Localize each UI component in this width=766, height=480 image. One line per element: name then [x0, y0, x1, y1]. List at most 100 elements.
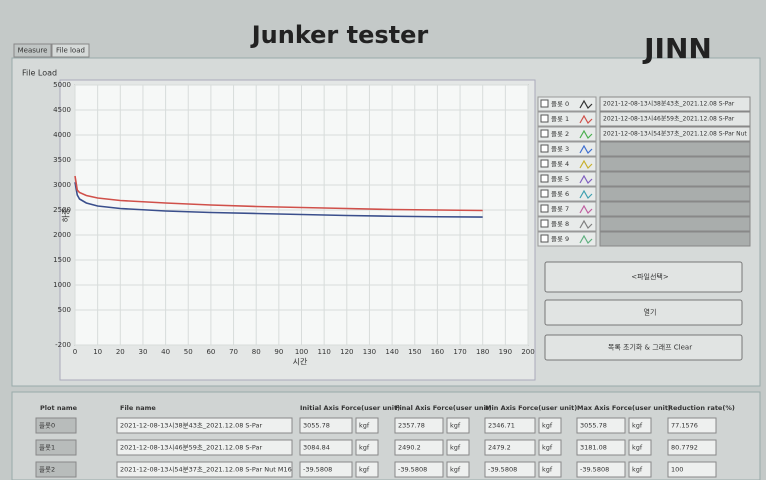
x-tick-label: 150 — [408, 348, 421, 356]
unit-text: kgf — [632, 422, 643, 430]
y-tick-label: 4000 — [53, 131, 71, 139]
checkbox[interactable] — [541, 145, 548, 152]
table-cell-text: 100 — [671, 466, 683, 474]
table-cell-text: 2021-12-08-13시46분59초_2021.12.08 S-Par — [120, 444, 262, 452]
checkbox[interactable] — [541, 235, 548, 242]
plot-name[interactable]: 플롯 6 — [551, 190, 569, 198]
checkbox[interactable] — [541, 190, 548, 197]
x-tick-label: 200 — [521, 348, 534, 356]
x-tick-label: 180 — [476, 348, 489, 356]
table-cell-text: 2346.71 — [488, 422, 515, 430]
x-tick-label: 170 — [453, 348, 466, 356]
checkbox[interactable] — [541, 205, 548, 212]
y-tick-label: 4500 — [53, 106, 71, 114]
plot-name[interactable]: 플롯 4 — [551, 160, 569, 168]
table-cell-text: 플롯2 — [39, 466, 55, 474]
y-tick-label: 500 — [58, 306, 71, 314]
unit-text: kgf — [542, 444, 553, 452]
checkbox[interactable] — [541, 115, 548, 122]
y-tick-label: 5000 — [53, 81, 71, 89]
checkbox[interactable] — [541, 160, 548, 167]
file-slot — [600, 232, 750, 246]
x-tick-label: 50 — [184, 348, 193, 356]
file-name: 2021-12-08-13시38분43초_2021.12.08 S-Par — [603, 101, 735, 108]
chart-title: File Load — [22, 69, 57, 78]
page: Junker tester JINN File Load 시간 하중 Measu… — [0, 0, 766, 480]
file-slot — [600, 172, 750, 186]
x-tick-label: 140 — [385, 348, 398, 356]
y-tick-label: 2500 — [53, 206, 71, 214]
plot-name[interactable]: 플롯 2 — [551, 130, 569, 138]
table-header: Max Axis Force(user unit) — [577, 404, 671, 412]
table-cell-text: -39.5808 — [580, 466, 609, 474]
table-cell-text: 2021-12-08-13시54분37초_2021.12.08 S-Par Nu… — [120, 466, 292, 474]
unit-text: kgf — [450, 466, 461, 474]
x-tick-label: 60 — [206, 348, 215, 356]
plot-name[interactable]: 플롯 7 — [551, 205, 569, 213]
table-header: Final Axis Force(user unit) — [395, 404, 492, 412]
x-tick-label: 40 — [161, 348, 170, 356]
file-slot — [600, 187, 750, 201]
button-label[interactable]: 열기 — [644, 308, 657, 317]
unit-text: kgf — [450, 444, 461, 452]
plot-name[interactable]: 플롯 1 — [551, 115, 569, 123]
x-tick-label: 80 — [252, 348, 261, 356]
table-header: File name — [120, 404, 156, 412]
table-cell-text: 3055.78 — [303, 422, 330, 430]
x-tick-label: 190 — [499, 348, 512, 356]
x-tick-label: 30 — [138, 348, 147, 356]
y-tick-label: 1000 — [53, 281, 71, 289]
plot-name[interactable]: 플롯 3 — [551, 145, 569, 153]
y-tick-label: 3500 — [53, 156, 71, 164]
screen: Junker tester JINN File Load 시간 하중 Measu… — [0, 0, 766, 480]
table-cell-text: 3181.08 — [580, 444, 607, 452]
table-cell-text: 3055.78 — [580, 422, 607, 430]
x-tick-label: 120 — [340, 348, 353, 356]
plot-name[interactable]: 플롯 0 — [551, 100, 569, 108]
checkbox[interactable] — [541, 130, 548, 137]
table-header: Min Axis Force(user unit) — [485, 404, 577, 412]
table-cell-text: 플롯0 — [39, 422, 55, 430]
file-name: 2021-12-08-13시54분37초_2021.12.08 S-Par Nu… — [603, 131, 747, 138]
x-axis-label: 시간 — [293, 357, 308, 367]
unit-text: kgf — [632, 444, 643, 452]
file-slot — [600, 217, 750, 231]
table-cell-text: -39.5808 — [398, 466, 427, 474]
x-tick-label: 160 — [431, 348, 444, 356]
unit-text: kgf — [450, 422, 461, 430]
unit-text: kgf — [359, 466, 370, 474]
checkbox[interactable] — [541, 220, 548, 227]
unit-text: kgf — [542, 422, 553, 430]
unit-text: kgf — [359, 422, 370, 430]
table-header: Reduction rate(%) — [668, 404, 735, 412]
button-label[interactable]: 목록 초기화 & 그래프 Clear — [608, 343, 692, 352]
checkbox[interactable] — [541, 175, 548, 182]
plot-name[interactable]: 플롯 9 — [551, 235, 569, 243]
checkbox[interactable] — [541, 100, 548, 107]
table-cell-text: 77.1576 — [671, 422, 698, 430]
tab-label[interactable]: File load — [56, 47, 85, 55]
table-cell-text: 2479.2 — [488, 444, 511, 452]
table-cell-text: 2490.2 — [398, 444, 421, 452]
plot-name[interactable]: 플롯 5 — [551, 175, 569, 183]
logo: JINN — [642, 32, 712, 65]
unit-text: kgf — [542, 466, 553, 474]
table-cell-text: 플롯1 — [39, 444, 55, 452]
x-tick-label: 70 — [229, 348, 238, 356]
file-slot — [600, 157, 750, 171]
file-name: 2021-12-08-13시46분59초_2021.12.08 S-Par — [603, 116, 735, 123]
x-tick-label: 130 — [363, 348, 376, 356]
table-cell-text: -39.5808 — [303, 466, 332, 474]
tab-label[interactable]: Measure — [18, 47, 48, 55]
table-cell-text: 2021-12-08-13시38분43초_2021.12.08 S-Par — [120, 422, 262, 430]
table-cell-text: 3084.84 — [303, 444, 330, 452]
y-tick-label: 2000 — [53, 231, 71, 239]
y-tick-label: 3000 — [53, 181, 71, 189]
table-cell-text: 80.7792 — [671, 444, 698, 452]
button-label[interactable]: <파일선택> — [631, 272, 669, 281]
y-tick-label: 1500 — [53, 256, 71, 264]
y-tick-label: -200 — [55, 341, 71, 349]
file-slot — [600, 202, 750, 216]
plot-name[interactable]: 플롯 8 — [551, 220, 569, 228]
file-slot — [600, 142, 750, 156]
